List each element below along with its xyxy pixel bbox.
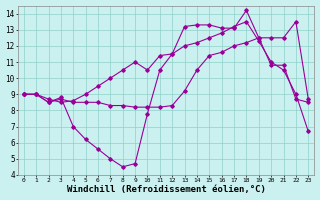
X-axis label: Windchill (Refroidissement éolien,°C): Windchill (Refroidissement éolien,°C) (67, 185, 266, 194)
